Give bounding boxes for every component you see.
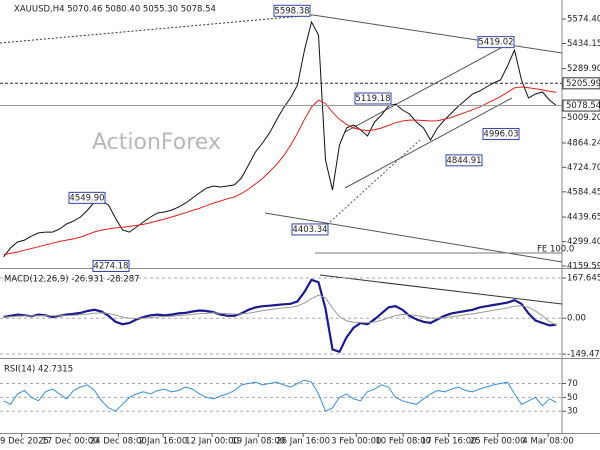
y-tick-label: 4584.45 xyxy=(567,187,600,197)
annotation-box xyxy=(68,191,106,204)
x-tick-label: 25 Feb 00:00 xyxy=(470,437,526,447)
price-marker xyxy=(562,99,600,112)
trend-lines xyxy=(0,14,563,305)
x-tick-label: 2 Jan 16:00 xyxy=(139,437,187,447)
panel-title: XAUUSD,H4 5070.46 5080.40 5055.30 5078.5… xyxy=(14,5,216,15)
y-tick-label: 0.00 xyxy=(567,314,586,324)
y-tick-label: 5574.40 xyxy=(567,14,600,24)
trend-line xyxy=(312,14,563,54)
macd-trend-line xyxy=(319,274,563,305)
channel-line xyxy=(344,41,513,133)
projection-line xyxy=(329,139,421,223)
annotation-label: 4844.91 xyxy=(446,156,481,166)
annotation-box xyxy=(92,259,130,272)
y-tick-label: 4439.65 xyxy=(567,213,600,223)
y-tick-label: 4299.40 xyxy=(567,237,600,247)
annotation-label: 4996.03 xyxy=(483,129,518,139)
annotation-label: 4403.34 xyxy=(292,225,327,235)
annotation-label: 5419.02 xyxy=(478,38,513,48)
y-tick-label: 30 xyxy=(567,407,578,417)
annotation-box xyxy=(477,36,515,49)
price-marker-label: 5078.54 xyxy=(566,101,600,111)
x-tick-label: 3 Feb 00:00 xyxy=(331,437,381,447)
x-tick-label: 12 Jan 00:00 xyxy=(185,437,239,447)
y-tick-label: 5289.90 xyxy=(567,64,600,74)
annotation-label: 4549.90 xyxy=(69,193,104,203)
annotation-box xyxy=(445,154,483,167)
y-tick-label: 4159.59 xyxy=(567,261,600,271)
y-tick-label: 50 xyxy=(567,393,578,403)
annotation-box xyxy=(273,4,311,17)
x-tick-label: 24 Dec 08:00 xyxy=(90,437,147,447)
series-line xyxy=(3,278,557,354)
series-line xyxy=(3,294,557,326)
annotation-label: 5598.38 xyxy=(274,6,309,16)
panel-title: RSI(14) 42.7315 xyxy=(4,365,73,375)
annotation-box xyxy=(482,127,520,140)
annotation-box xyxy=(354,92,392,105)
y-tick-label: 167.645 xyxy=(567,273,600,283)
y-tick-label: 5009.20 xyxy=(567,113,600,123)
x-tick-label: 17 Dec 00:00 xyxy=(41,437,98,447)
y-tick-label: 5434.15 xyxy=(567,39,600,49)
watermark: ActionForex xyxy=(92,130,221,155)
annotation-label: 5119.18 xyxy=(355,94,390,104)
x-tick-label: 19 Jan 08:00 xyxy=(231,437,285,447)
series-line xyxy=(3,86,557,256)
y-tick-label: -149.472 xyxy=(567,350,600,360)
series-line xyxy=(3,379,557,412)
price-marker xyxy=(562,77,600,90)
channel-line xyxy=(344,97,513,189)
y-tick-label: 70 xyxy=(567,379,578,389)
x-tick-label: 4 Mar 08:00 xyxy=(522,437,573,447)
x-tick-label: 9 Dec 2025 xyxy=(0,437,49,447)
y-tick-label: 4864.24 xyxy=(567,138,600,148)
x-tick-label: 17 Feb 16:00 xyxy=(421,437,477,447)
panel-title: MACD(12,26,9) -26.931 -28.287 xyxy=(4,275,140,285)
x-tick-label: 26 Jan 16:00 xyxy=(276,437,330,447)
fe-label: FE 100.0 xyxy=(537,245,574,255)
price-marker-label: 5205.99 xyxy=(566,79,600,89)
annotation-label: 4274.18 xyxy=(93,261,128,271)
x-tick-label: 10 Feb 08:00 xyxy=(375,437,431,447)
annotation-box xyxy=(291,223,329,236)
trend-line xyxy=(264,212,563,263)
y-tick-label: 4724.70 xyxy=(567,163,600,173)
trend-line xyxy=(0,14,314,44)
